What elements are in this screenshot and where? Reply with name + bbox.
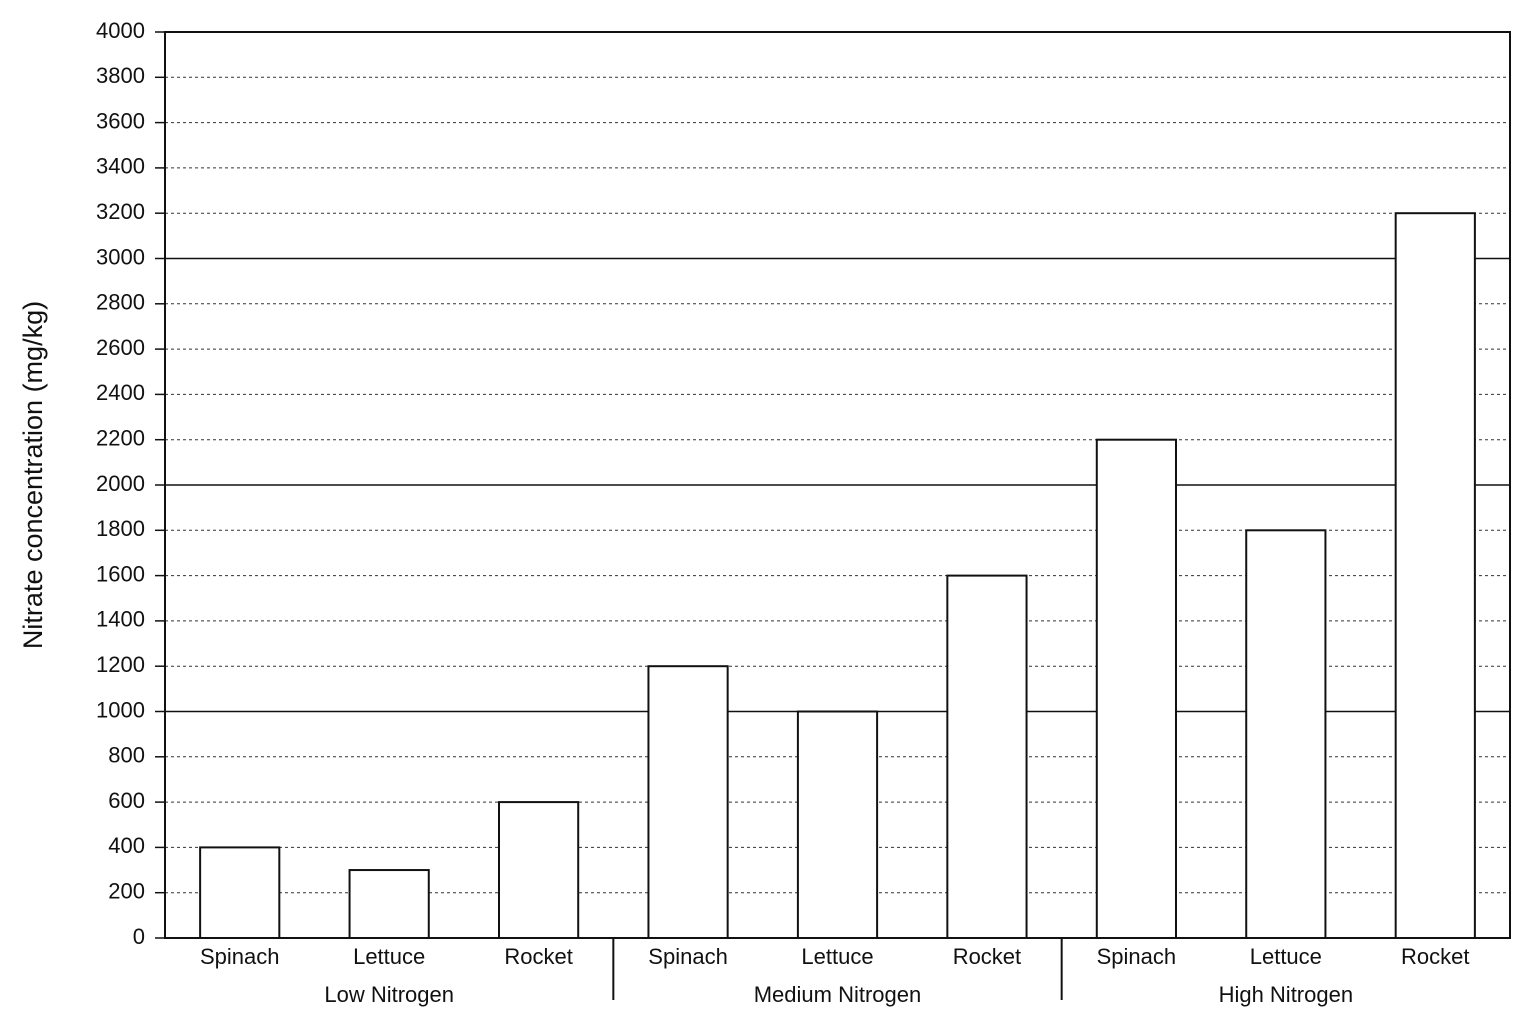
bar bbox=[796, 710, 879, 939]
y-tick-label: 3000 bbox=[96, 244, 145, 269]
bar bbox=[647, 665, 729, 939]
group-label: High Nitrogen bbox=[1219, 982, 1354, 1007]
y-tick-label: 1000 bbox=[96, 697, 145, 722]
y-tick-label: 200 bbox=[108, 879, 145, 904]
y-tick-label: 1200 bbox=[96, 652, 145, 677]
bar bbox=[1245, 529, 1327, 939]
bar bbox=[498, 801, 580, 939]
group-label: Medium Nitrogen bbox=[754, 982, 922, 1007]
y-tick-label: 600 bbox=[108, 788, 145, 813]
y-tick-label: 400 bbox=[108, 833, 145, 858]
x-tick-label: Rocket bbox=[953, 944, 1021, 969]
x-tick-label: Rocket bbox=[1401, 944, 1469, 969]
y-axis-title: Nitrate concentration (mg/kg) bbox=[18, 301, 48, 649]
x-tick-label: Spinach bbox=[1097, 944, 1177, 969]
y-tick-label: 3200 bbox=[96, 199, 145, 224]
x-tick-label: Spinach bbox=[200, 944, 280, 969]
y-tick-label: 800 bbox=[108, 743, 145, 768]
y-tick-label: 1400 bbox=[96, 607, 145, 632]
y-tick-label: 3800 bbox=[96, 63, 145, 88]
y-tick-label: 2000 bbox=[96, 471, 145, 496]
x-tick-label: Lettuce bbox=[1250, 944, 1322, 969]
bar bbox=[1095, 438, 1177, 939]
x-tick-label: Spinach bbox=[648, 944, 728, 969]
y-tick-label: 2200 bbox=[96, 426, 145, 451]
y-tick-label: 0 bbox=[133, 924, 145, 949]
y-tick-label: 4000 bbox=[96, 18, 145, 43]
y-tick-label: 3400 bbox=[96, 154, 145, 179]
bar bbox=[199, 846, 281, 940]
y-tick-label: 1800 bbox=[96, 516, 145, 541]
y-tick-label: 3600 bbox=[96, 108, 145, 133]
y-tick-label: 1600 bbox=[96, 561, 145, 586]
y-tick-label: 2400 bbox=[96, 380, 145, 405]
bar bbox=[946, 574, 1028, 939]
bar bbox=[348, 869, 430, 939]
x-tick-label: Rocket bbox=[504, 944, 572, 969]
group-label: Low Nitrogen bbox=[324, 982, 454, 1007]
y-tick-label: 2800 bbox=[96, 290, 145, 315]
x-tick-label: Lettuce bbox=[353, 944, 425, 969]
x-tick-label: Lettuce bbox=[801, 944, 873, 969]
bar bbox=[1394, 212, 1476, 939]
y-tick-label: 2600 bbox=[96, 335, 145, 360]
